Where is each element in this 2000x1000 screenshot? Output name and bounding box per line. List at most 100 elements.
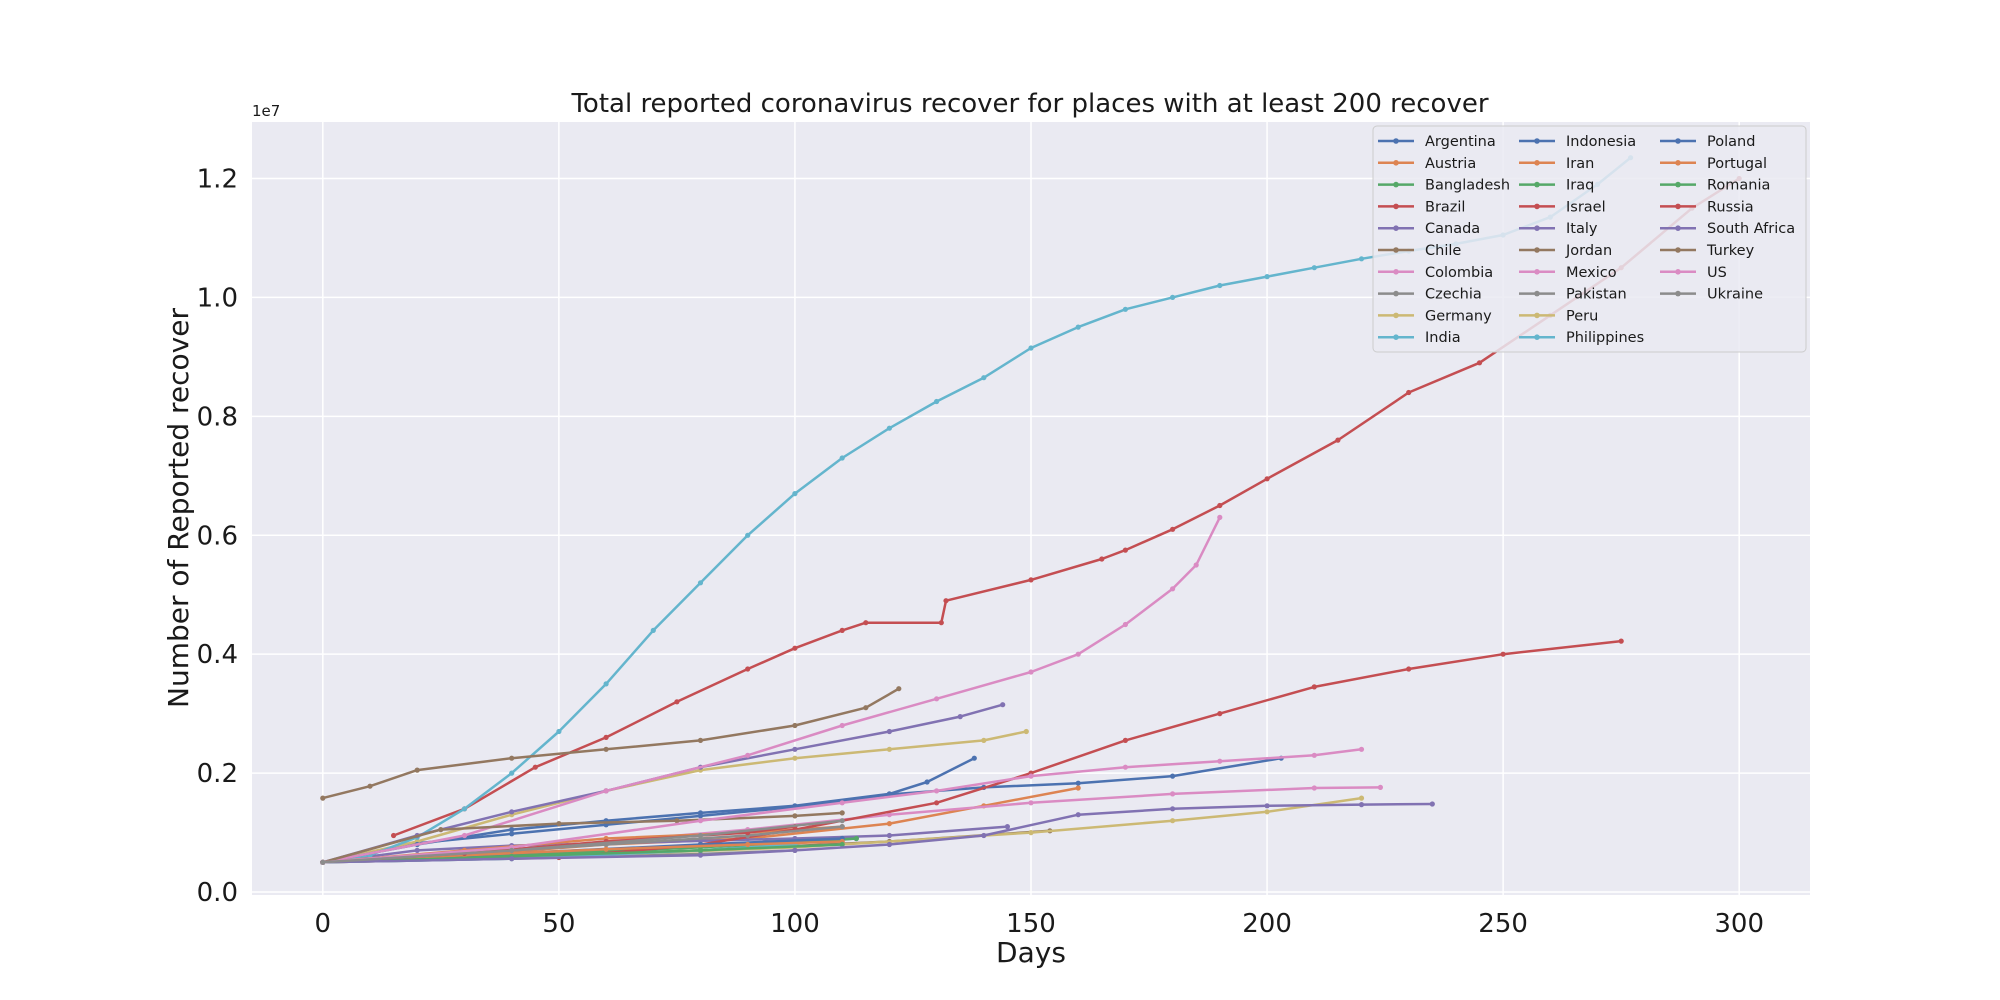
data-point	[1358, 802, 1365, 808]
data-point	[1122, 621, 1128, 628]
data-point	[839, 455, 845, 461]
x-tick-label: 150	[1006, 909, 1056, 939]
data-point	[1358, 256, 1365, 262]
legend-label: Bangladesh	[1425, 178, 1510, 194]
chart-title: Total reported coronavirus recover for p…	[570, 89, 1488, 119]
legend-marker	[1393, 290, 1399, 297]
data-point	[1618, 638, 1624, 644]
data-point	[1311, 752, 1317, 758]
x-axis-ticks: 0 50 100 150 200 250 300	[315, 909, 1764, 939]
legend-item: Pakistan	[1519, 287, 1627, 303]
legend-item: Indonesia	[1519, 134, 1636, 150]
data-point	[674, 818, 680, 824]
data-point	[1170, 791, 1176, 797]
data-point	[556, 821, 562, 827]
data-point	[1122, 764, 1128, 770]
data-point	[886, 728, 893, 735]
y-tick-label: 1.2	[197, 164, 238, 194]
legend-label: Jordan	[1565, 243, 1612, 259]
data-point	[886, 791, 893, 797]
data-point	[1217, 514, 1223, 521]
legend-item: Colombia	[1378, 265, 1493, 281]
data-point	[1075, 780, 1081, 786]
data-point	[934, 800, 940, 806]
data-point	[934, 696, 940, 702]
data-point	[896, 686, 902, 692]
legend-marker	[1675, 225, 1681, 231]
y-axis-scale-label: 1e7	[252, 102, 280, 120]
x-tick-label: 0	[315, 909, 332, 939]
legend-marker	[1393, 247, 1399, 253]
legend-label: Russia	[1707, 199, 1754, 215]
legend-marker	[1534, 247, 1540, 253]
legend-item: Turkey	[1660, 243, 1755, 259]
data-point	[532, 764, 538, 770]
legend-item: Portugal	[1660, 156, 1767, 172]
data-point	[839, 810, 845, 816]
legend-marker	[1675, 247, 1681, 253]
series-jordan	[320, 686, 902, 801]
legend-item: Ukraine	[1660, 287, 1763, 303]
legend-label: Turkey	[1706, 243, 1755, 259]
data-point	[981, 832, 987, 839]
data-point	[697, 852, 704, 858]
data-point	[1170, 526, 1176, 532]
x-axis-label: Days	[996, 936, 1066, 969]
legend-item: Germany	[1378, 308, 1492, 324]
data-point	[367, 783, 373, 789]
legend-label: US	[1707, 265, 1727, 281]
legend-marker	[1393, 181, 1399, 188]
data-point	[320, 795, 326, 801]
legend-marker	[1393, 269, 1399, 275]
y-tick-label: 1.0	[197, 283, 238, 313]
legend-item: Iraq	[1519, 178, 1594, 194]
legend-marker	[1675, 160, 1681, 166]
legend-label: Ukraine	[1707, 287, 1763, 303]
legend-label: Romania	[1707, 178, 1770, 194]
y-tick-label: 0.0	[197, 878, 238, 908]
x-tick-label: 50	[542, 909, 575, 939]
data-point	[792, 722, 798, 729]
data-point	[603, 746, 609, 752]
data-point	[320, 859, 326, 865]
data-point	[438, 827, 444, 833]
data-point	[839, 824, 845, 830]
data-point	[1311, 785, 1317, 791]
data-point	[943, 598, 949, 604]
legend-label: India	[1425, 330, 1461, 346]
y-tick-label: 0.4	[197, 640, 238, 670]
legend-marker	[1534, 203, 1540, 210]
data-point	[886, 821, 893, 827]
legend-label: Austria	[1425, 156, 1476, 172]
series-line	[322, 819, 843, 864]
data-point	[957, 714, 963, 720]
data-point	[1170, 818, 1176, 824]
data-point	[981, 737, 987, 744]
y-tick-label: 0.6	[197, 521, 238, 551]
legend-item: Czechia	[1378, 287, 1482, 303]
legend-label: Philippines	[1566, 330, 1644, 346]
data-point	[1075, 651, 1081, 657]
data-point	[414, 767, 420, 773]
legend-label: South Africa	[1707, 221, 1795, 237]
data-point	[1075, 785, 1081, 791]
data-point	[938, 620, 944, 626]
data-point	[1122, 547, 1128, 553]
data-point	[603, 846, 609, 852]
legend-item: Iran	[1519, 156, 1594, 172]
data-point	[792, 813, 798, 819]
data-point	[1028, 800, 1034, 806]
data-point	[509, 847, 515, 854]
legend-marker	[1675, 138, 1681, 144]
data-point	[697, 832, 704, 839]
legend-item: Jordan	[1519, 243, 1612, 259]
data-point	[1311, 684, 1317, 690]
legend-label: Canada	[1425, 221, 1480, 237]
data-point	[886, 812, 893, 818]
data-point	[839, 841, 845, 848]
data-point	[1264, 803, 1270, 809]
data-point	[1358, 795, 1365, 801]
legend-marker	[1534, 181, 1540, 188]
data-point	[509, 831, 515, 837]
